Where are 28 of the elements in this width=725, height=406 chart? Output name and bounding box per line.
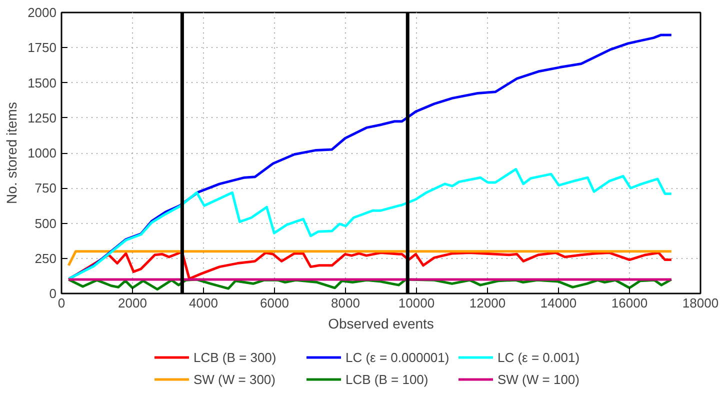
x-tick-label: 2000 <box>118 296 147 310</box>
y-tick-label: 750 <box>34 180 57 196</box>
y-tick-label: 0 <box>49 286 57 301</box>
legend-label: SW (W = 100) <box>498 372 580 386</box>
y-axis-title: No. stored items <box>4 102 20 204</box>
y-tick-label: 2000 <box>28 5 56 20</box>
y-tick-label: 1250 <box>28 110 56 126</box>
x-tick-label: 6000 <box>260 296 289 310</box>
x-tick-label: 10000 <box>398 296 435 310</box>
legend-label: LC (ε = 0.001) <box>498 350 581 364</box>
x-tick-label: 16000 <box>611 296 648 310</box>
x-tick-label: 14000 <box>540 296 577 310</box>
y-tick-label: 1750 <box>28 40 56 56</box>
x-tick-label: 12000 <box>469 296 506 310</box>
y-tick-label: 1000 <box>28 146 56 160</box>
y-tick-label: 1500 <box>28 75 56 90</box>
y-tick-label: 500 <box>34 216 57 231</box>
line-series <box>68 168 673 280</box>
line-series <box>67 250 673 281</box>
legend-label: LC (ε = 0.000001) <box>346 350 450 364</box>
x-tick-label: 8000 <box>331 296 360 310</box>
x-axis-title: Observed events <box>328 316 434 332</box>
y-tick-label: 250 <box>34 250 57 266</box>
legend-label: LCB (B = 100) <box>346 372 430 386</box>
x-tick-label: 18000 <box>682 296 719 310</box>
legend-label: SW (W = 300) <box>194 372 276 386</box>
x-tick-label: 4000 <box>189 296 218 310</box>
legend-label: LCB (B = 300) <box>194 350 278 364</box>
